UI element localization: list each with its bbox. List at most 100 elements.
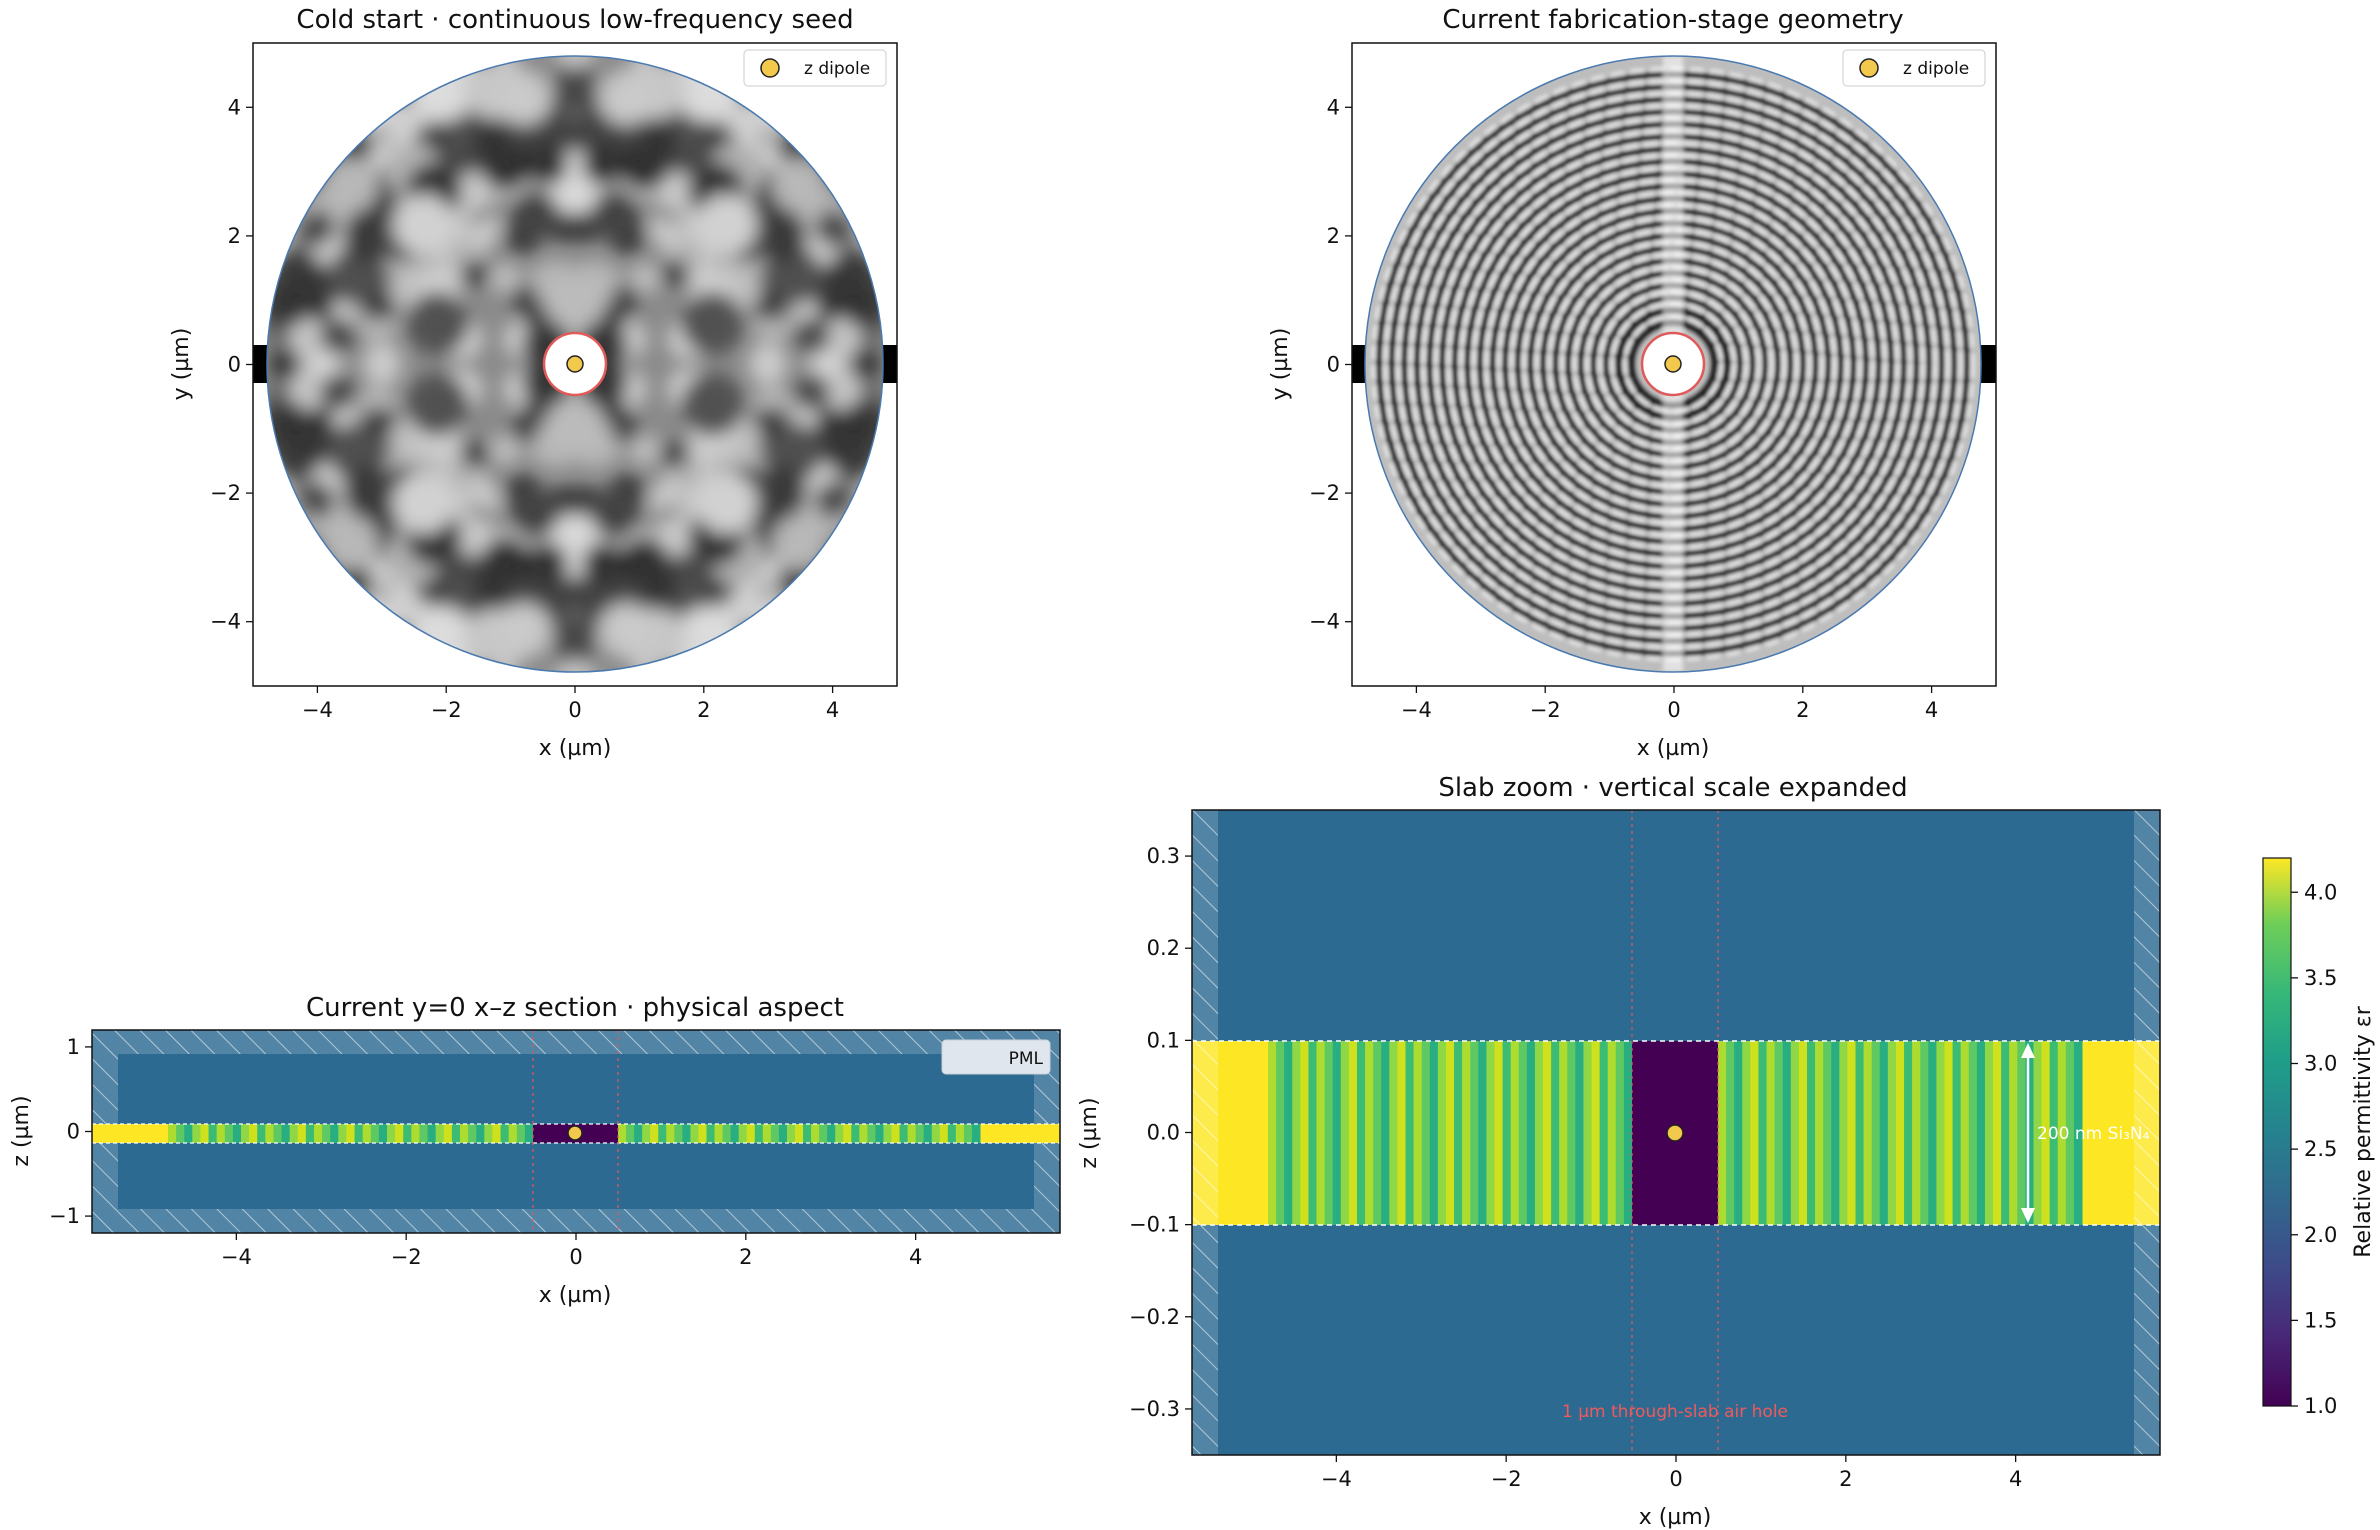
seed-blob xyxy=(510,490,559,539)
slab-stripe xyxy=(714,1124,724,1143)
seed-blob xyxy=(661,441,689,470)
panel-slab-zoom: Slab zoom · vertical scale expanded 200 … xyxy=(1077,773,2161,1530)
slab-stripe xyxy=(484,1124,493,1143)
slab-stripe xyxy=(1936,1041,1945,1225)
slab-stripe xyxy=(1470,1041,1479,1225)
x-tick-label: 0 xyxy=(1667,698,1680,722)
x-tick-label: 0 xyxy=(569,1245,582,1269)
slab-stripe xyxy=(208,1124,218,1143)
slab-stripe xyxy=(1718,1041,1727,1225)
slab-stripe xyxy=(1397,1041,1407,1225)
slab-stripe xyxy=(224,1124,234,1143)
slab-stripe xyxy=(1324,1041,1334,1225)
slab-stripe xyxy=(1790,1041,1800,1225)
slab-stripe xyxy=(330,1124,339,1143)
slab-stripe xyxy=(843,1124,852,1143)
slab-stripe xyxy=(297,1124,307,1143)
slab-stripe xyxy=(289,1124,299,1143)
slab-stripe xyxy=(273,1124,283,1143)
panel-d-title: Slab zoom · vertical scale expanded xyxy=(1438,773,1907,803)
seed-blob xyxy=(591,490,640,539)
y-tick-label: −2 xyxy=(210,481,241,505)
slab-stripe xyxy=(1340,1041,1350,1225)
panel-cold-start: Cold start · continuous low-frequency se… xyxy=(169,5,898,761)
slab-stripe xyxy=(859,1124,868,1143)
slab-stripe xyxy=(265,1124,274,1143)
seed-blob xyxy=(629,434,661,466)
slab-stripe xyxy=(682,1124,691,1143)
panel-b-legend: z dipole xyxy=(1842,49,1986,87)
y-tick-label: 4 xyxy=(1327,95,1340,119)
slab-stripe xyxy=(1855,1041,1865,1225)
slab-stripe xyxy=(249,1124,258,1143)
slab-solid xyxy=(92,1124,168,1143)
slab-stripe xyxy=(281,1124,291,1143)
seed-blob xyxy=(820,317,860,357)
slab-stripe xyxy=(1445,1041,1455,1225)
slab-stripe xyxy=(338,1124,347,1143)
slab-stripe xyxy=(354,1124,364,1143)
slab-stripe xyxy=(1750,1041,1759,1225)
slab-stripe xyxy=(1356,1041,1366,1225)
panel-d-xlabel: x (µm) xyxy=(1639,1505,1712,1530)
slab-stripe xyxy=(658,1124,667,1143)
slab-stripe xyxy=(738,1124,748,1143)
panel-d-ylabel: z (µm) xyxy=(1077,1097,1102,1168)
y-tick-label: 0 xyxy=(67,1120,80,1144)
slab-stripe xyxy=(819,1124,828,1143)
x-tick-label: −2 xyxy=(1530,698,1561,722)
slab-stripe xyxy=(746,1124,756,1143)
x-tick-label: −2 xyxy=(431,698,462,722)
slab-stripe xyxy=(875,1124,884,1143)
x-tick-label: −2 xyxy=(391,1245,422,1269)
seed-blob xyxy=(392,194,454,256)
seed-blob xyxy=(290,371,330,411)
slab-stripe xyxy=(1607,1041,1617,1225)
slab-stripe xyxy=(1831,1041,1840,1225)
slab-stripe xyxy=(786,1124,796,1143)
slab-stripe xyxy=(1879,1041,1889,1225)
slab-stripe xyxy=(1502,1041,1512,1225)
panel-b-disk-edge xyxy=(1364,55,1982,673)
panel-xz-section: Current y=0 x–z section · physical aspec… xyxy=(9,993,1061,1308)
slab-stripe xyxy=(322,1124,331,1143)
slab-stripe xyxy=(2049,1041,2059,1225)
slab-stripe xyxy=(435,1124,445,1143)
slab-stripe xyxy=(1863,1041,1873,1225)
x-tick-label: 0 xyxy=(568,698,581,722)
seed-blob xyxy=(300,483,335,518)
seed-blob xyxy=(849,348,881,379)
panel-d-pml-right xyxy=(2134,810,2160,1455)
slab-stripe xyxy=(1774,1041,1784,1225)
colorbar-tick-label: 3.0 xyxy=(2304,1052,2337,1076)
slab-stripe xyxy=(1895,1041,1905,1225)
x-tick-label: −4 xyxy=(1401,698,1432,722)
seed-blob xyxy=(322,157,378,213)
slab-solid xyxy=(980,1124,1060,1143)
slab-stripe xyxy=(1518,1041,1528,1225)
slab-stripe xyxy=(468,1124,477,1143)
seed-blob xyxy=(320,372,358,411)
slab-stripe xyxy=(1268,1041,1277,1225)
slab-stripe xyxy=(947,1124,957,1143)
slab-stripe xyxy=(1478,1041,1487,1225)
panel-c-legend: PML xyxy=(941,1039,1051,1075)
slab-stripe xyxy=(1300,1041,1309,1225)
slab-stripe xyxy=(1615,1041,1625,1225)
x-tick-label: 2 xyxy=(739,1245,752,1269)
panel-b-xlabel: x (µm) xyxy=(1637,736,1710,761)
slab-stripe xyxy=(1928,1041,1937,1225)
slab-stripe xyxy=(443,1124,453,1143)
panel-fabrication-geometry: Current fabrication-stage geometry z dip… xyxy=(1268,5,1997,761)
slab-stripe xyxy=(1526,1041,1536,1225)
panel-a-title: Cold start · continuous low-frequency se… xyxy=(296,5,853,35)
hole-annotation: 1 µm through-slab air hole xyxy=(1562,1402,1788,1422)
slab-stripe xyxy=(915,1124,925,1143)
slab-stripe xyxy=(168,1124,177,1143)
slab-stripe xyxy=(1437,1041,1447,1225)
slab-stripe xyxy=(2041,1041,2051,1225)
slab-stripe xyxy=(1567,1041,1576,1225)
slab-stripe xyxy=(867,1124,876,1143)
slab-stripe xyxy=(2017,1041,2026,1225)
